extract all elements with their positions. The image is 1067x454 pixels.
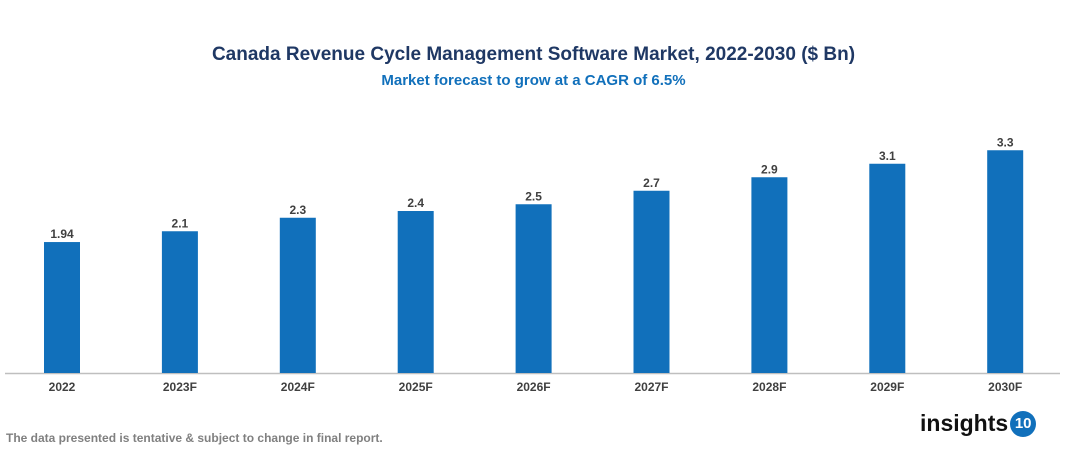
x-tick-label: 2026F	[517, 380, 551, 394]
footnote: The data presented is tentative & subjec…	[6, 431, 383, 445]
bar-2028F	[751, 177, 788, 373]
data-label: 2.9	[761, 162, 778, 176]
bar-2025F	[397, 211, 434, 373]
bar-2023F	[161, 231, 198, 373]
data-label: 1.94	[50, 227, 74, 241]
data-label: 3.1	[879, 149, 896, 163]
chart-title: Canada Revenue Cycle Management Software…	[211, 44, 856, 65]
logo-text: insights	[920, 410, 1009, 436]
bar-2024F	[279, 217, 316, 373]
bar-2027F	[633, 190, 670, 373]
data-label: 2.4	[407, 196, 424, 210]
x-tick-label: 2028F	[752, 380, 786, 394]
bar-2026F	[515, 204, 552, 373]
chart-subtitle: Market forecast to grow at a CAGR of 6.5…	[381, 72, 686, 89]
bar-2029F	[869, 163, 906, 373]
x-tick-label: 2027F	[634, 380, 668, 394]
x-tick-label: 2024F	[281, 380, 315, 394]
insights10-logo: insights 10	[920, 410, 1037, 437]
logo-badge: 10	[1010, 410, 1037, 437]
x-tick-label: 2023F	[163, 380, 197, 394]
data-label: 2.1	[172, 216, 189, 230]
data-label: 2.5	[525, 189, 542, 203]
data-label: 2.7	[643, 176, 660, 190]
bar-2030F	[987, 150, 1024, 373]
x-tick-label: 2022	[49, 380, 76, 394]
data-label: 3.3	[997, 135, 1014, 149]
x-tick-label: 2030F	[988, 380, 1022, 394]
x-tick-label: 2025F	[399, 380, 433, 394]
data-label: 2.3	[289, 203, 306, 217]
x-tick-label: 2029F	[870, 380, 904, 394]
bar-2022	[44, 242, 80, 373]
